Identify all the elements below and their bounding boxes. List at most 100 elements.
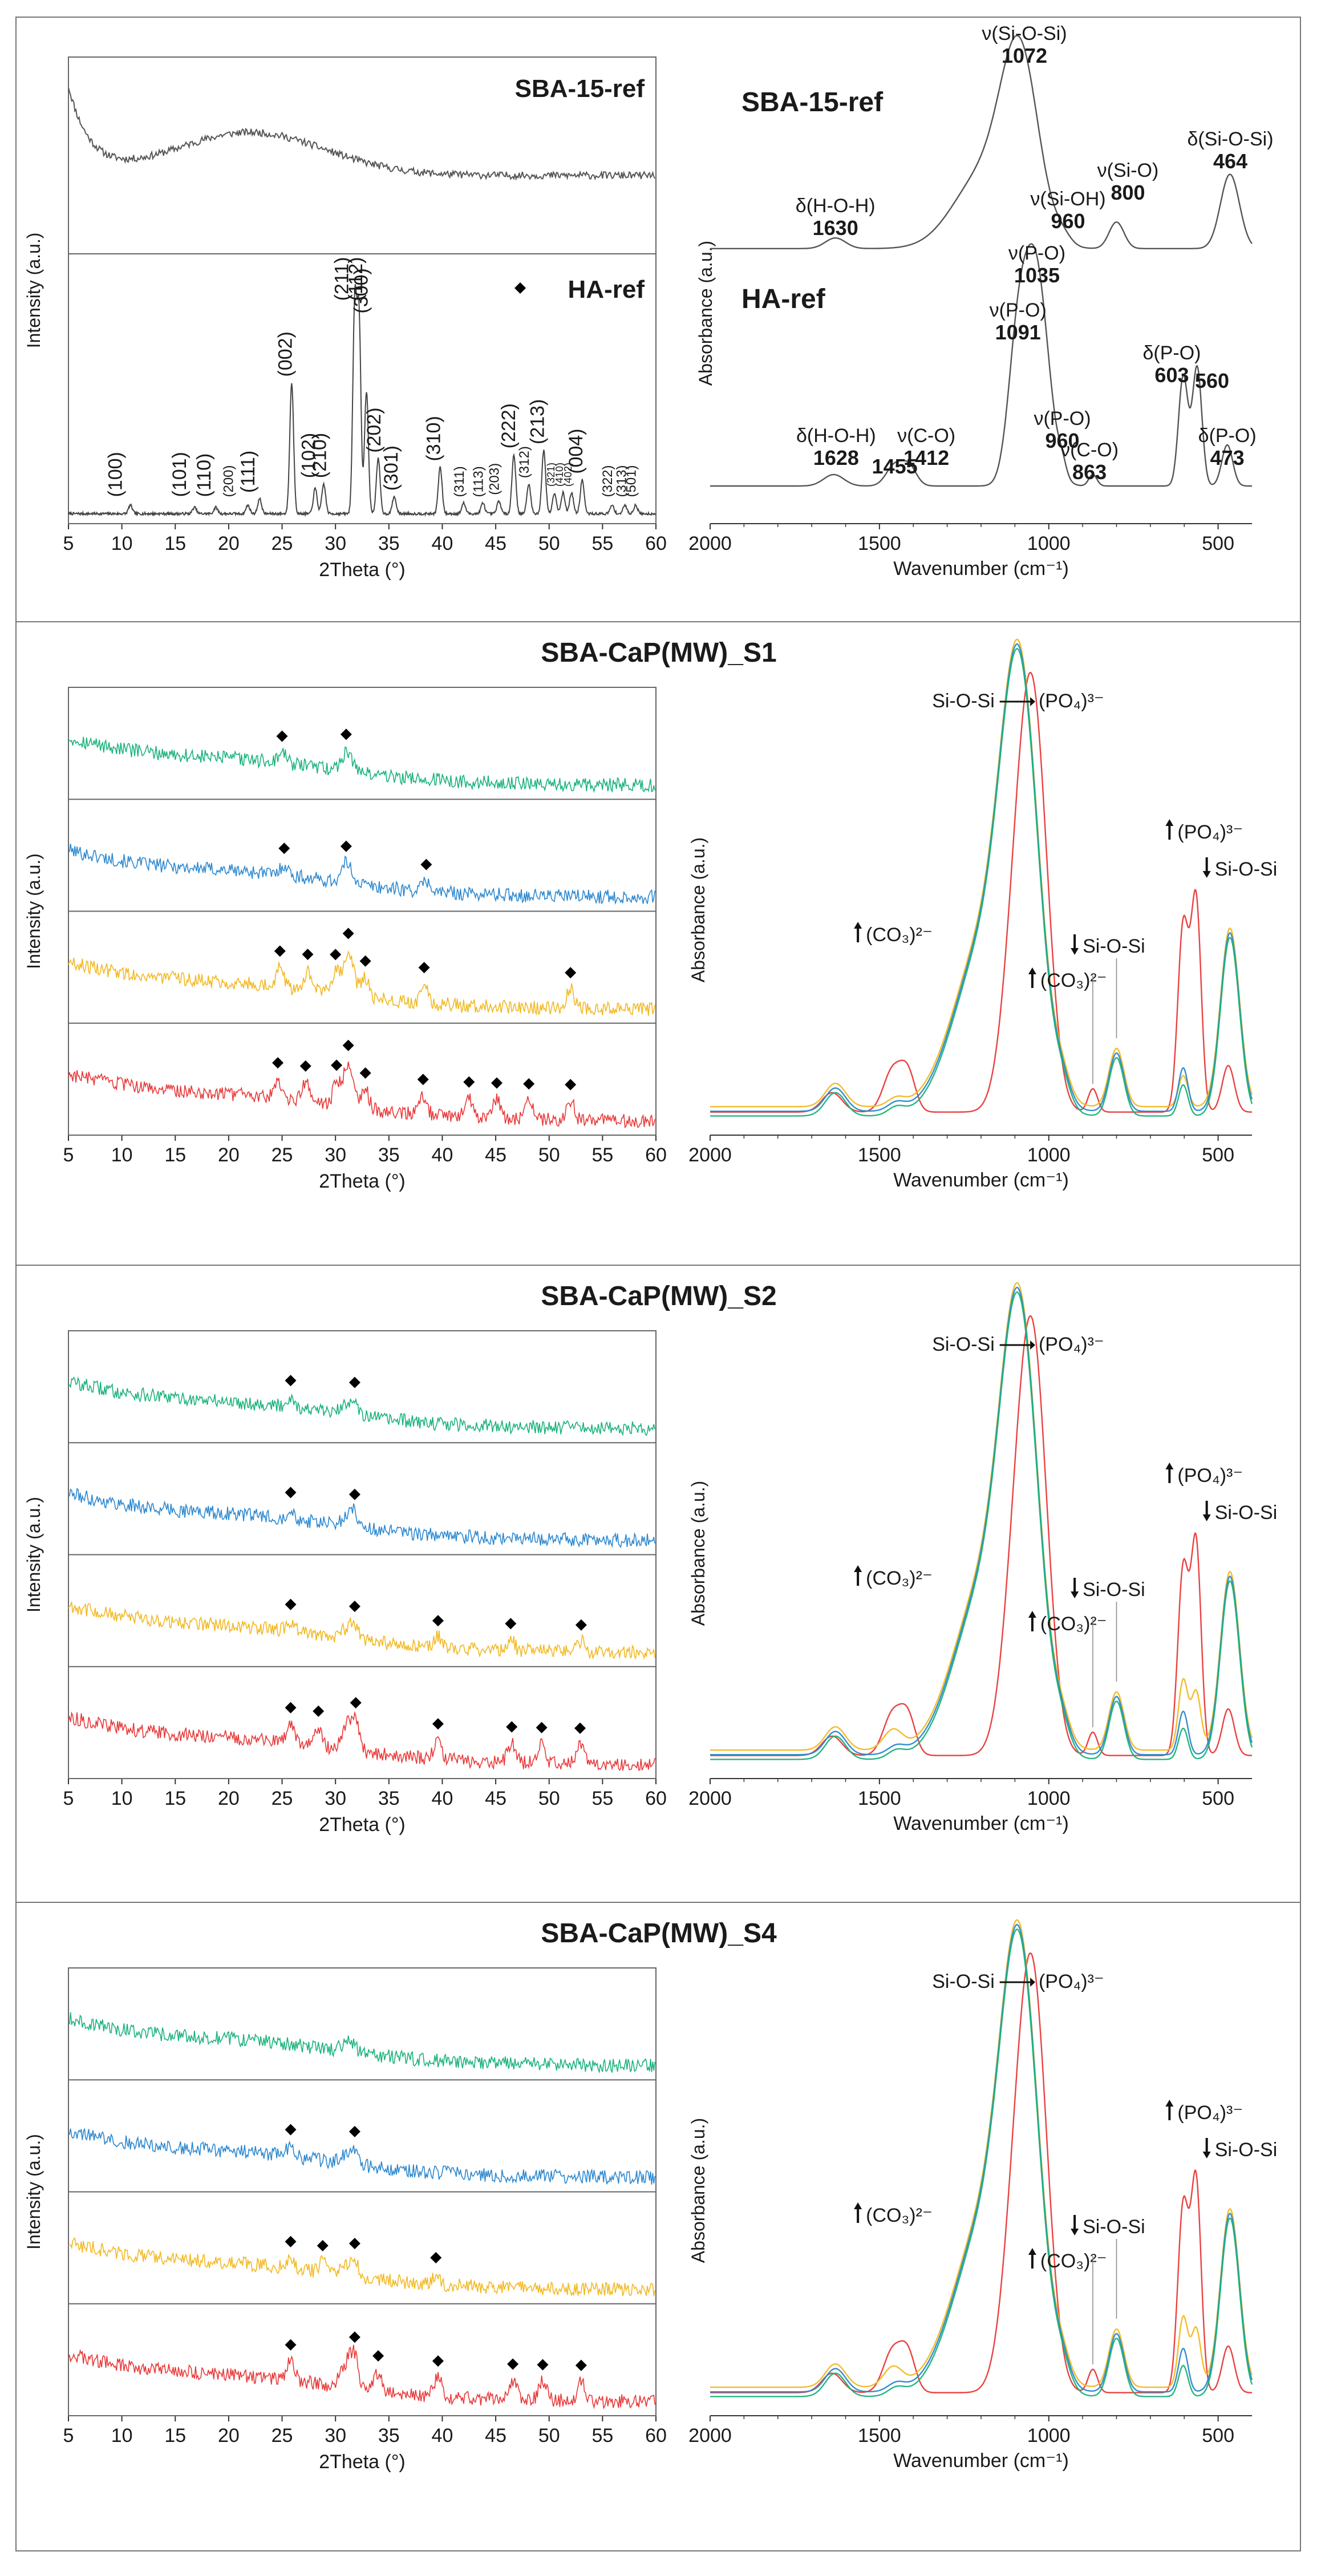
- ftir-series-red: [710, 1952, 1253, 2393]
- ha-peak-marker: [536, 1722, 548, 1733]
- ftir-series-yellow: [710, 1282, 1253, 1751]
- ha-annot-value: 560: [1195, 369, 1229, 392]
- series-sba15-ref: [68, 87, 655, 181]
- x-tick-label: 1500: [858, 1144, 901, 1166]
- ftir-annotation: (CO₃)²⁻: [866, 924, 933, 946]
- ha-peak-marker: [432, 1718, 444, 1730]
- xrd-series-green: [68, 1376, 655, 1437]
- decrease-arrow-head: [1071, 1591, 1079, 1598]
- ha-peak-marker: [349, 1488, 360, 1500]
- ha-peak-marker: [418, 962, 430, 974]
- x-tick-label: 35: [378, 2425, 400, 2447]
- ftir-annotation: (CO₃)²⁻: [866, 1568, 933, 1589]
- ha-annot-name: ν(C-O): [1060, 439, 1119, 461]
- x-tick-label: 10: [111, 2425, 133, 2447]
- ha-annot-name: δ(P-O): [1198, 425, 1257, 447]
- x-tick-label: 25: [271, 1788, 293, 1809]
- ha-peak-marker: [417, 1074, 429, 1086]
- y-axis-label: Absorbance (a.u.): [695, 241, 716, 386]
- xrd-series-green: [68, 2012, 655, 2074]
- ha-peak-marker: [278, 843, 290, 854]
- hkl-label: (313): [614, 465, 630, 497]
- increase-arrow-head: [1165, 1463, 1174, 1469]
- x-tick-label: 1500: [858, 1788, 901, 1809]
- hkl-label: (322): [600, 465, 615, 497]
- ftir-series-yellow: [710, 1919, 1253, 2388]
- panel-title: SBA-CaP(MW)_S4: [541, 1918, 777, 1949]
- ha-annot-value: 960: [1045, 429, 1079, 452]
- ha-peak-marker: [285, 1702, 297, 1714]
- sba-annot-name: ν(Si-O-Si): [982, 23, 1067, 44]
- ftir-chart-S2: 2000 1500 1000 500 Wavenumber (cm⁻¹) Absorban…: [688, 1282, 1277, 1834]
- ftir-annotation: (PO₄)³⁻: [1177, 1465, 1243, 1487]
- ha-peak-marker: [272, 1057, 284, 1069]
- ftir-annotation: (CO₃)²⁻: [1040, 970, 1107, 991]
- x-tick-label: 15: [164, 1144, 186, 1166]
- x-tick-label: 40: [432, 2425, 453, 2447]
- ha-peak-marker: [523, 1078, 535, 1090]
- y-axis-label: Intensity (a.u.): [23, 233, 44, 349]
- ha-annot-value: 603: [1154, 363, 1189, 387]
- x-tick-label: 60: [645, 2425, 667, 2447]
- ftir-annotation: Si-O-Si: [932, 690, 995, 712]
- x-tick-label: 20: [218, 1788, 240, 1809]
- ftir-series-green: [710, 1928, 1253, 2397]
- hkl-label: (112): [345, 257, 367, 301]
- y-axis-label: Absorbance (a.u.): [688, 2118, 708, 2263]
- increase-arrow-head: [854, 922, 862, 929]
- x-tick-label: 55: [591, 2425, 613, 2447]
- ftir-annotation: (PO₄)³⁻: [1177, 821, 1243, 843]
- x-tick-label: 40: [432, 1788, 453, 1809]
- increase-arrow-head: [1028, 967, 1036, 974]
- ha-peak-marker: [349, 1376, 360, 1388]
- x-tick-label: 1500: [858, 2425, 901, 2447]
- ha-annot-value: 1035: [1014, 264, 1060, 287]
- x-tick-label: 50: [538, 533, 560, 554]
- x-tick-label: 60: [645, 533, 667, 554]
- panel-frame-4: [15, 1902, 1301, 2551]
- hkl-label: (312): [517, 446, 532, 478]
- sba15-ref-title: SBA-15-ref: [515, 75, 645, 103]
- x-axis-label: 2Theta (°): [319, 559, 406, 581]
- x-tick-label: 50: [538, 2425, 560, 2447]
- xrd-chart-S2: 5 10 15 20 25 30 35 40 45 50 55 60 2Theta (°) Intensi…: [23, 1330, 667, 1836]
- shift-arrow-head: [1030, 1978, 1035, 1987]
- hkl-label: (113): [471, 466, 487, 497]
- ha-annot-name: ν(P-O): [990, 299, 1047, 321]
- ftir-annotation: (PO₄)³⁻: [1039, 1971, 1104, 1992]
- x-tick-label: 1000: [1027, 1144, 1071, 1166]
- x-tick-label: 1500: [858, 533, 901, 554]
- y-axis-label: Intensity (a.u.): [23, 2134, 44, 2250]
- x-tick-label: 25: [271, 1144, 293, 1166]
- x-tick-label: 500: [1202, 2425, 1234, 2447]
- hkl-label: (102): [298, 433, 320, 478]
- panel-title: SBA-CaP(MW)_S1: [541, 638, 776, 668]
- ha-peak-marker: [359, 955, 371, 967]
- hkl-label: (222): [498, 403, 520, 448]
- ha-annot-name: δ(P-O): [1142, 342, 1201, 364]
- hkl-label: (301): [380, 445, 402, 491]
- sba-annot-value: 1072: [1002, 44, 1047, 67]
- x-axis-label: Wavenumber (cm⁻¹): [893, 2450, 1069, 2472]
- hkl-label: (002): [274, 331, 296, 376]
- ha-peak-marker: [506, 1721, 518, 1733]
- hkl-label: (211): [331, 257, 353, 301]
- xrd-chart-S1: 5 10 15 20 25 30 35 40 45 50 55 60 2Theta (°) Intensi…: [23, 687, 667, 1192]
- ha-annot-value: 1628: [813, 446, 859, 469]
- sba-annot-value: 464: [1213, 149, 1247, 173]
- ftir-annotation: (CO₃)²⁻: [866, 2205, 933, 2226]
- ha-peak-marker: [330, 949, 342, 961]
- x-tick-label: 40: [432, 533, 453, 554]
- x-tick-label: 50: [538, 1144, 560, 1166]
- y-axis-label: Intensity (a.u.): [23, 853, 44, 969]
- ftir-series-red: [710, 671, 1253, 1113]
- x-tick-label: 1000: [1027, 533, 1071, 554]
- ha-ftir-label: HA-ref: [741, 284, 826, 314]
- hkl-label: (203): [487, 463, 503, 495]
- sba-annot-name: ν(Si-OH): [1030, 188, 1105, 210]
- xrd-series-blue: [68, 1488, 655, 1549]
- x-tick-label: 500: [1202, 533, 1234, 554]
- x-tick-label: 45: [485, 1788, 506, 1809]
- x-tick-label: 30: [325, 1788, 346, 1809]
- ha-annot-name: ν(C-O): [897, 425, 955, 447]
